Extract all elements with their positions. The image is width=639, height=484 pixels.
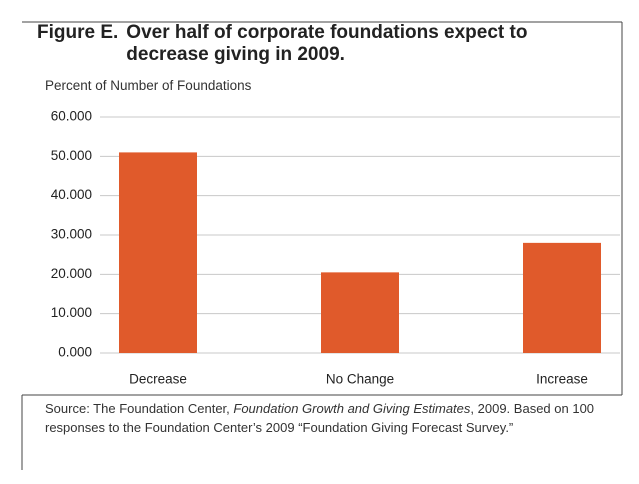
bar bbox=[119, 152, 197, 353]
source-note: Source: The Foundation Center, Foundatio… bbox=[45, 399, 635, 437]
x-tick-label: Decrease bbox=[129, 372, 187, 387]
y-tick-label: 40.000 bbox=[51, 187, 92, 202]
y-tick-label: 10.000 bbox=[51, 305, 92, 320]
y-tick-label: 60.000 bbox=[51, 109, 92, 124]
source-note-text: Based on 100 responses to the Foundation… bbox=[45, 401, 595, 435]
y-tick-label: 50.000 bbox=[51, 148, 92, 163]
x-tick-label: No Change bbox=[326, 372, 394, 387]
figure-label: Figure E. bbox=[37, 22, 119, 43]
x-tick-label: Increase bbox=[536, 372, 588, 387]
bar bbox=[321, 272, 399, 353]
y-tick-label: 30.000 bbox=[51, 227, 92, 242]
y-tick-label: 0.000 bbox=[58, 345, 92, 360]
bar bbox=[523, 242, 601, 353]
chart-title: Over half of corporate foundations expec… bbox=[126, 22, 528, 65]
y-axis-label: Percent of Number of Foundations bbox=[45, 78, 252, 93]
y-tick-label: 20.000 bbox=[51, 266, 92, 281]
source-suffix: , 2009. bbox=[470, 401, 511, 416]
source-prefix: Source: The Foundation Center, bbox=[45, 401, 234, 416]
title-block: Figure E. Over half of corporate foundat… bbox=[37, 22, 566, 66]
source-publication: Foundation Growth and Giving Estimates bbox=[233, 401, 471, 416]
